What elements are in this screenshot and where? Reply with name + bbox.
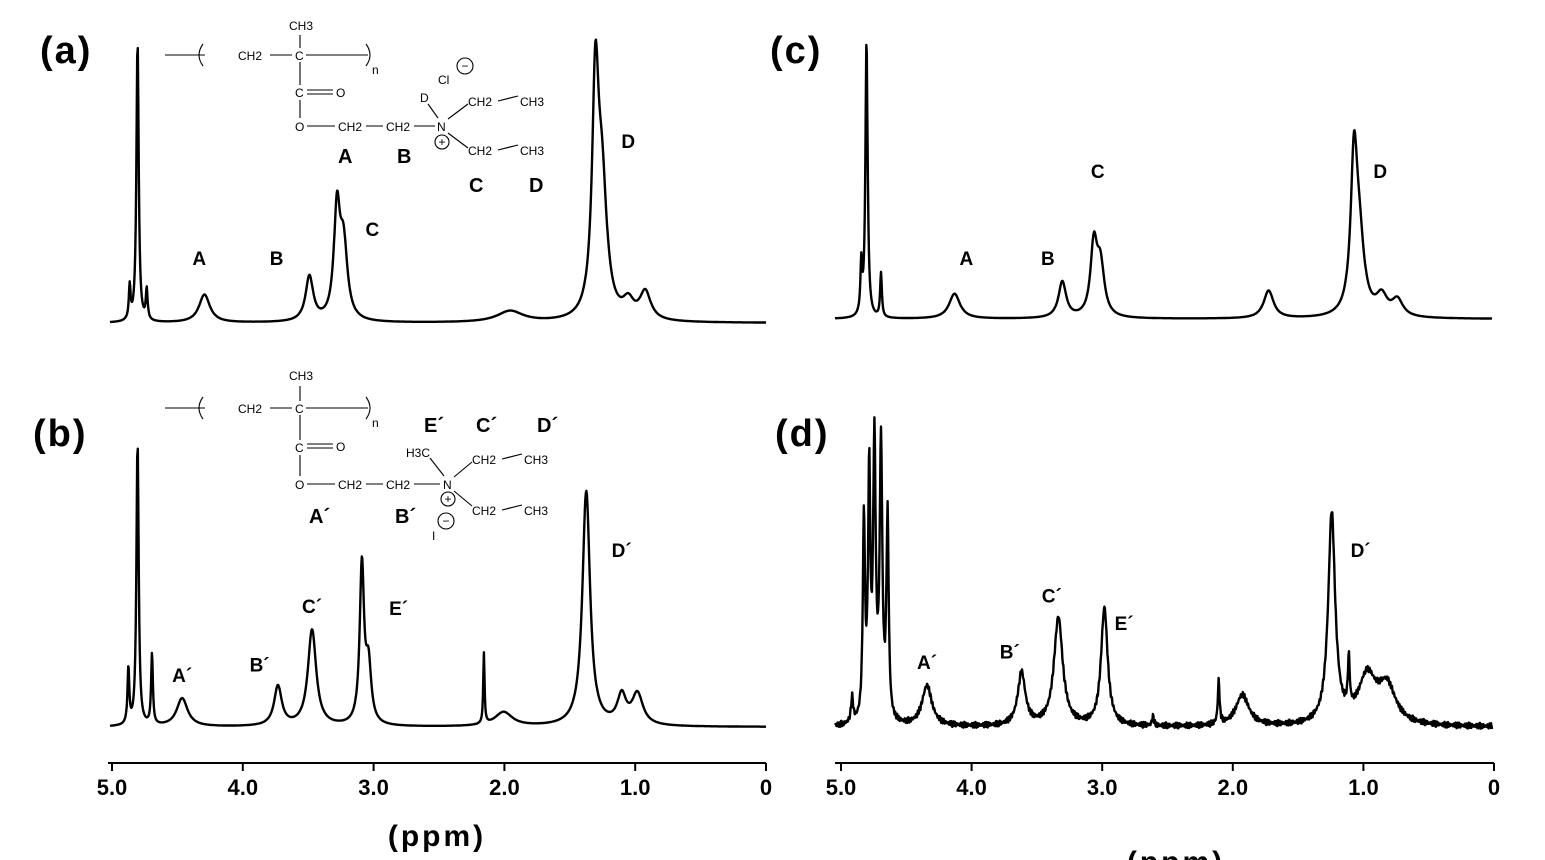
struct-b-letter-d: D´ xyxy=(537,415,558,437)
struct-b-ch2-2: CH2 xyxy=(386,478,410,492)
panel-label-a: (a) xyxy=(40,30,92,72)
struct-a-plus: + xyxy=(438,135,445,149)
x-axis-left: 5.0 4.0 3.0 2.0 1.0 0 (ppm) xyxy=(97,762,772,853)
struct-b-methyl: H3C xyxy=(406,446,430,460)
peak-label-b-3: E´ xyxy=(389,599,408,620)
struct-a-o-ester: O xyxy=(295,120,304,134)
struct-a-letter-b: B xyxy=(397,146,411,168)
struct-b-ethyl-ch3-1: CH3 xyxy=(524,453,548,467)
struct-a-letter-d: D xyxy=(529,175,543,197)
struct-b-letter-e: E´ xyxy=(424,415,444,437)
peak-label-b-4: D´ xyxy=(612,541,632,562)
spectrum-trace-a xyxy=(109,38,767,324)
peak-label-d-4: D´ xyxy=(1351,541,1371,562)
tick-label-right-5: 0 xyxy=(1488,775,1500,800)
struct-b-o-ester: O xyxy=(295,478,304,492)
struct-a-ch2: CH2 xyxy=(238,49,262,63)
struct-b-n-sub: n xyxy=(372,416,379,430)
tick-label-left-2: 3.0 xyxy=(358,775,389,800)
struct-b-letter-a: A´ xyxy=(309,506,330,528)
tick-label-left-4: 1.0 xyxy=(620,775,651,800)
peak-label-c-3: D xyxy=(1373,162,1387,183)
peak-label-b-0: A´ xyxy=(172,666,192,687)
tick-label-left-3: 2.0 xyxy=(489,775,520,800)
peak-label-c-0: A xyxy=(960,249,974,270)
struct-b-ch2-1: CH2 xyxy=(338,478,362,492)
peak-label-d-0: A´ xyxy=(917,653,937,674)
struct-a-ch3: CH3 xyxy=(289,19,313,33)
struct-b-letter-c: C´ xyxy=(476,415,497,437)
struct-a-ethyl-ch3-1: CH3 xyxy=(520,95,544,109)
struct-a-d-atom: D xyxy=(420,91,429,105)
peak-label-c-2: C xyxy=(1091,162,1105,183)
struct-a-counterion: Cl xyxy=(438,73,449,87)
x-axis-title-right: (ppm) xyxy=(1127,846,1225,860)
struct-a-letter-a: A xyxy=(338,146,352,168)
tick-label-right-1: 4.0 xyxy=(956,775,987,800)
peak-label-a-1: B xyxy=(270,249,284,270)
structure-a: CH2 C n CH3 C O O CH2 CH2 N D CH2 CH3 CH… xyxy=(165,19,544,197)
spectrum-trace-d xyxy=(833,416,1494,730)
struct-a-n-sub: n xyxy=(372,63,379,77)
tick-label-right-2: 3.0 xyxy=(1087,775,1118,800)
struct-a-letter-c: C xyxy=(469,175,483,197)
struct-b-ch3: CH3 xyxy=(289,369,313,383)
tick-label-right-3: 2.0 xyxy=(1218,775,1249,800)
panel-label-d: (d) xyxy=(775,413,830,455)
struct-a-c: C xyxy=(295,49,304,63)
struct-b-ethyl-ch3-2: CH3 xyxy=(524,504,548,518)
tick-label-left-1: 4.0 xyxy=(228,775,259,800)
x-axis-right: 5.0 4.0 3.0 2.0 1.0 0 (ppm) xyxy=(826,762,1500,860)
struct-b-counterion: I xyxy=(432,529,435,543)
struct-a-o-carbonyl: O xyxy=(336,86,345,100)
struct-a-minus: − xyxy=(461,59,468,73)
x-axis-title-left: (ppm) xyxy=(388,820,486,853)
tick-label-left-0: 5.0 xyxy=(97,775,128,800)
peak-label-c-1: B xyxy=(1041,249,1055,270)
peak-label-b-2: C´ xyxy=(302,597,322,618)
peak-label-a-0: A xyxy=(192,249,206,270)
panel-label-c: (c) xyxy=(770,30,822,72)
structure-b: CH2 C n CH3 C O O CH2 CH2 N H3C CH2 CH3 … xyxy=(165,369,558,543)
struct-b-n-atom: N xyxy=(443,478,452,492)
peak-label-d-1: B´ xyxy=(1000,642,1020,663)
spectra-group: A B C D A B C D A´ B´ C´ E´ D´ A´ B´ C´ E´ D´ xyxy=(109,38,1494,730)
struct-a-ethyl-ch2-2: CH2 xyxy=(468,144,492,158)
struct-b-ch2: CH2 xyxy=(238,402,262,416)
peak-label-a-3: D xyxy=(621,132,635,153)
struct-b-letter-b: B´ xyxy=(395,506,416,528)
struct-a-carbon: C xyxy=(295,86,304,100)
struct-b-c: C xyxy=(295,402,304,416)
peak-label-d-2: C´ xyxy=(1042,587,1062,608)
spectrum-trace-c xyxy=(834,43,1493,320)
spectrum-trace-b xyxy=(109,447,767,728)
struct-b-ethyl-ch2-1: CH2 xyxy=(472,453,496,467)
struct-b-ethyl-ch2-2: CH2 xyxy=(472,504,496,518)
struct-b-plus: + xyxy=(444,492,451,506)
struct-a-n-atom: N xyxy=(437,120,446,134)
struct-b-minus: − xyxy=(442,514,449,528)
struct-a-ethyl-ch2-1: CH2 xyxy=(468,95,492,109)
tick-label-right-0: 5.0 xyxy=(826,775,857,800)
tick-label-right-4: 1.0 xyxy=(1348,775,1379,800)
struct-b-carbon: C xyxy=(295,441,304,455)
struct-a-ch2-2: CH2 xyxy=(386,120,410,134)
peak-label-d-3: E´ xyxy=(1115,614,1134,635)
tick-label-left-5: 0 xyxy=(760,775,772,800)
struct-a-ethyl-ch3-2: CH3 xyxy=(520,144,544,158)
panel-label-b: (b) xyxy=(33,413,88,455)
struct-a-ch2-1: CH2 xyxy=(338,120,362,134)
peak-label-b-1: B´ xyxy=(250,655,270,676)
struct-b-o-carbonyl: O xyxy=(336,440,345,454)
peak-label-a-2: C xyxy=(366,220,380,241)
